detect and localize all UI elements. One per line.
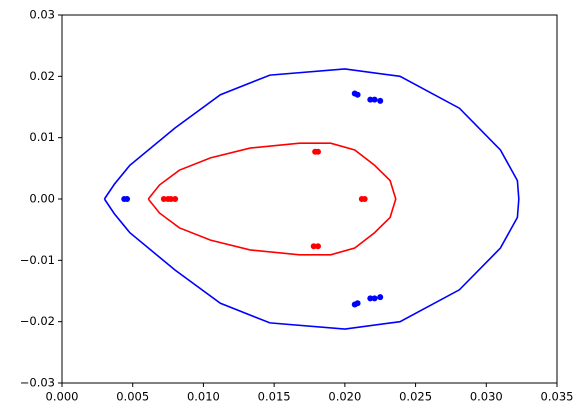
- point: [310, 243, 317, 250]
- axes-frame: [61, 14, 558, 384]
- y-tick-label: 0.03: [29, 8, 55, 22]
- point: [167, 196, 174, 202]
- point: [124, 196, 131, 202]
- y-tick-label: 0.00: [29, 192, 55, 206]
- point: [160, 196, 167, 202]
- y-tick-label: −0.02: [20, 314, 55, 328]
- x-tick-label: 0.035: [541, 390, 574, 404]
- point: [314, 243, 321, 250]
- point: [377, 294, 384, 301]
- point: [314, 148, 321, 155]
- y-tick-label: 0.01: [29, 130, 55, 144]
- x-tick-label: 0.015: [258, 390, 291, 404]
- point: [367, 295, 374, 302]
- x-tick-label: 0.020: [328, 390, 361, 404]
- x-tick-label: 0.000: [46, 390, 79, 404]
- point: [367, 96, 374, 103]
- x-tick-label: 0.005: [116, 390, 149, 404]
- point: [377, 97, 384, 104]
- x-tick-label: 0.030: [470, 390, 503, 404]
- y-tick-label: 0.02: [29, 69, 55, 83]
- y-tick-label: −0.03: [20, 376, 55, 390]
- point: [354, 300, 361, 307]
- curve: [103, 68, 520, 330]
- curve: [147, 142, 397, 256]
- point: [361, 196, 368, 202]
- y-tick-label: −0.01: [20, 253, 55, 267]
- x-tick-label: 0.010: [187, 390, 220, 404]
- point: [371, 295, 378, 302]
- point: [354, 91, 361, 98]
- x-tick-label: 0.025: [399, 390, 432, 404]
- point: [172, 196, 179, 202]
- point: [371, 96, 378, 103]
